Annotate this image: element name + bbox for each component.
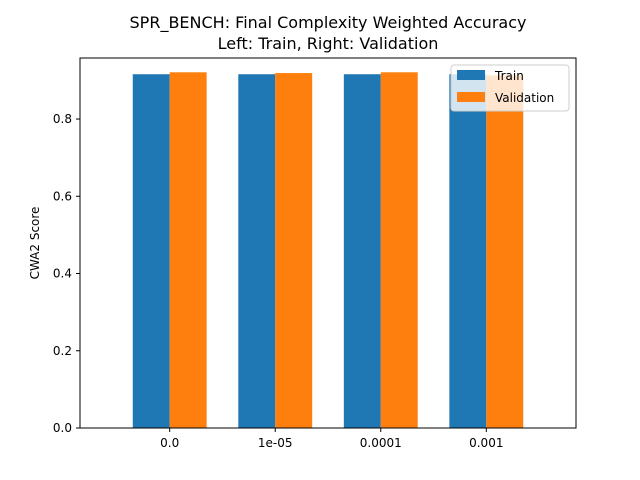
y-tick-label: 0.0 (53, 421, 72, 435)
y-tick-label: 0.2 (53, 344, 72, 358)
legend-swatch-train (457, 70, 485, 80)
bar-train-2 (343, 74, 381, 428)
legend-label-train: Train (494, 69, 524, 83)
bars-group (132, 72, 524, 428)
y-tick-label: 0.4 (53, 267, 72, 281)
chart-title: SPR_BENCH: Final Complexity Weighted Acc… (130, 13, 527, 33)
y-tick-label: 0.6 (53, 189, 72, 203)
bar-train-3 (449, 74, 487, 428)
legend-label-validation: Validation (495, 91, 554, 105)
bar-train-0 (132, 74, 170, 428)
plot-frame (79, 57, 577, 429)
y-axis-ticks: 0.0 0.2 0.4 0.6 0.8 (53, 112, 80, 435)
x-tick-label: 0.0001 (360, 436, 402, 450)
bar-validation-3 (486, 75, 524, 428)
chart-subtitle: Left: Train, Right: Validation (218, 34, 439, 53)
bar-validation-2 (380, 72, 418, 428)
x-axis-ticks: 0.0 1e-05 0.0001 0.001 (160, 428, 503, 450)
legend: Train Validation (450, 64, 570, 112)
bar-validation-0 (169, 72, 207, 428)
legend-swatch-validation (457, 92, 485, 102)
y-tick-label: 0.8 (53, 112, 72, 126)
bar-train-1 (238, 74, 276, 428)
x-tick-label: 0.001 (469, 436, 503, 450)
y-axis-label: CWA2 Score (28, 207, 42, 280)
x-tick-label: 1e-05 (258, 436, 293, 450)
x-tick-label: 0.0 (160, 436, 179, 450)
bar-validation-1 (275, 73, 313, 428)
